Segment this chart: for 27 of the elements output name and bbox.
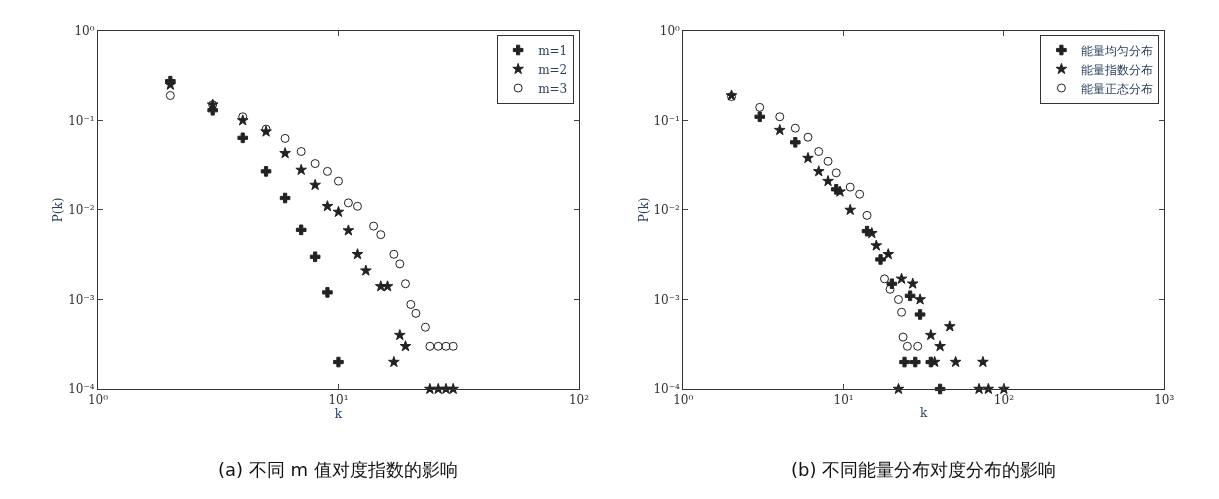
x-axis-title: k [334, 407, 343, 422]
text: (b) 不同能量分布对度分布的影响 [791, 459, 1057, 480]
y-axis-title: P(k) [51, 197, 66, 223]
x-axis-title: k [920, 406, 929, 421]
legend-label: m=1 [538, 43, 568, 58]
legend-label: 能量正态分布 [1081, 81, 1154, 96]
x-tick-label: 10² [993, 393, 1015, 408]
legend-label: m=3 [538, 81, 568, 96]
x-tick-label: 10¹ [328, 393, 349, 408]
legend-label: 能量指数分布 [1081, 62, 1154, 77]
legend-label: m=2 [538, 62, 568, 77]
y-axis-title: P(k) [636, 197, 651, 223]
x-tick-label: 10⁰ [87, 393, 109, 408]
x-tick-label: 10² [568, 393, 590, 408]
y-tick-label: 10⁰ [74, 24, 95, 39]
x-tick-label: 10⁰ [673, 393, 694, 408]
y-tick-label: 10⁻¹ [68, 113, 95, 128]
y-tick-label: 10⁻² [68, 203, 95, 218]
y-tick-label: 10⁻¹ [653, 113, 680, 128]
y-tick-label: 10⁻³ [653, 292, 681, 307]
x-tick-label: 10¹ [833, 393, 854, 408]
legend-label: 能量均匀分布 [1081, 43, 1154, 58]
x-tick-label: 10³ [1154, 393, 1175, 408]
y-tick-label: 10⁻² [653, 203, 681, 218]
text: (a) 不同 m 值对度指数的影响 [218, 459, 458, 480]
y-tick-label: 10⁰ [659, 24, 681, 39]
y-tick-label: 10⁻³ [68, 292, 95, 307]
